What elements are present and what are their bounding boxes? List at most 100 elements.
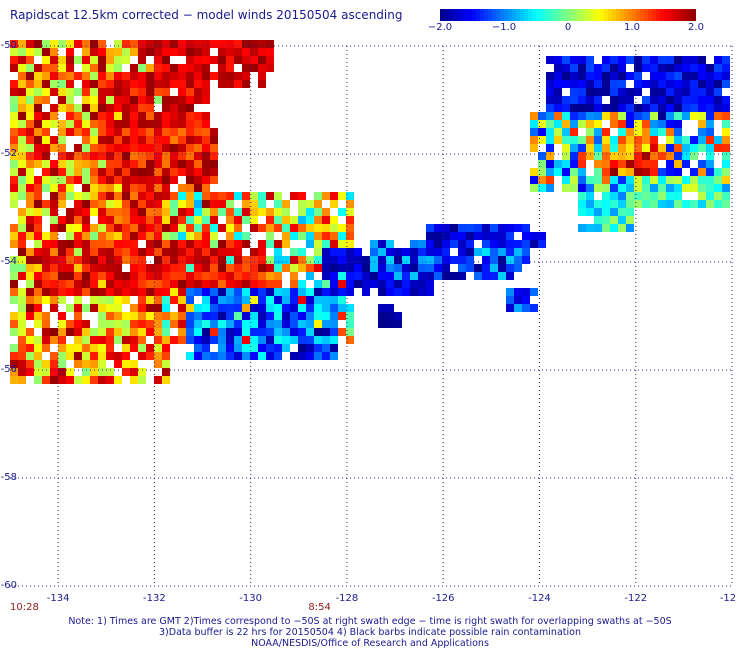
data-cell [562,184,570,192]
data-cell [594,136,602,144]
data-cell [178,136,186,144]
data-cell [58,144,66,152]
data-cell [170,104,178,112]
data-cell [122,160,130,168]
data-cell [178,216,186,224]
data-cell [314,192,322,200]
data-cell [10,368,18,376]
data-cell [482,264,490,272]
data-cell [34,232,42,240]
data-cell [306,296,314,304]
data-cell [714,112,722,120]
data-cell [202,320,210,328]
data-cell [346,216,354,224]
data-cell [338,328,346,336]
data-cell [722,168,730,176]
data-cell [202,272,210,280]
data-cell [154,240,162,248]
data-cell [250,336,258,344]
data-cell [26,184,34,192]
data-cell [138,272,146,280]
data-cell [186,288,194,296]
data-cell [122,240,130,248]
data-cell [562,80,570,88]
data-cell [562,72,570,80]
data-cell [202,200,210,208]
data-cell [58,184,66,192]
data-cell [98,72,106,80]
data-cell [274,328,282,336]
data-cell [66,272,74,280]
data-cell [298,280,306,288]
data-cell [42,248,50,256]
data-cell [250,224,258,232]
data-cell [314,248,322,256]
data-cell [170,272,178,280]
data-cell [258,240,266,248]
data-cell [266,264,274,272]
data-cell [154,80,162,88]
data-cell [42,336,50,344]
data-cell [234,288,242,296]
data-cell [202,72,210,80]
data-cell [50,216,58,224]
data-cell [34,224,42,232]
data-cell [202,336,210,344]
data-cell [330,296,338,304]
colorbar-segment [500,9,505,21]
data-cell [210,320,218,328]
data-cell [458,264,466,272]
data-cell [186,64,194,72]
data-cell [578,112,586,120]
data-cell [194,208,202,216]
data-cell [194,192,202,200]
data-cell [578,88,586,96]
data-cell [10,104,18,112]
data-cell [210,192,218,200]
data-cell [698,88,706,96]
data-cell [114,248,122,256]
data-cell [90,200,98,208]
data-cell [162,48,170,56]
data-cell [594,64,602,72]
data-cell [322,240,330,248]
data-cell [242,72,250,80]
data-cell [82,368,90,376]
data-cell [434,248,442,256]
data-cell [130,328,138,336]
data-cell [658,168,666,176]
data-cell [194,264,202,272]
data-cell [322,336,330,344]
data-cell [410,240,418,248]
data-cell [226,336,234,344]
data-cell [90,296,98,304]
data-cell [162,200,170,208]
data-cell [162,136,170,144]
data-cell [50,56,58,64]
data-cell [538,136,546,144]
data-cell [642,56,650,64]
data-cell [642,184,650,192]
data-cell [98,136,106,144]
data-cell [138,136,146,144]
data-cell [114,296,122,304]
data-cell [138,288,146,296]
data-cell [34,288,42,296]
data-cell [194,80,202,88]
data-cell [18,208,26,216]
data-cell [394,320,402,328]
data-cell [50,192,58,200]
data-cell [18,48,26,56]
data-cell [10,312,18,320]
data-cell [250,352,258,360]
data-cell [506,224,514,232]
data-cell [194,160,202,168]
data-cell [258,272,266,280]
colorbar-segment [520,9,525,21]
data-cell [234,72,242,80]
data-cell [386,312,394,320]
data-cell [122,120,130,128]
data-cell [722,192,730,200]
colorbar-segment [512,9,517,21]
data-cell [722,152,730,160]
